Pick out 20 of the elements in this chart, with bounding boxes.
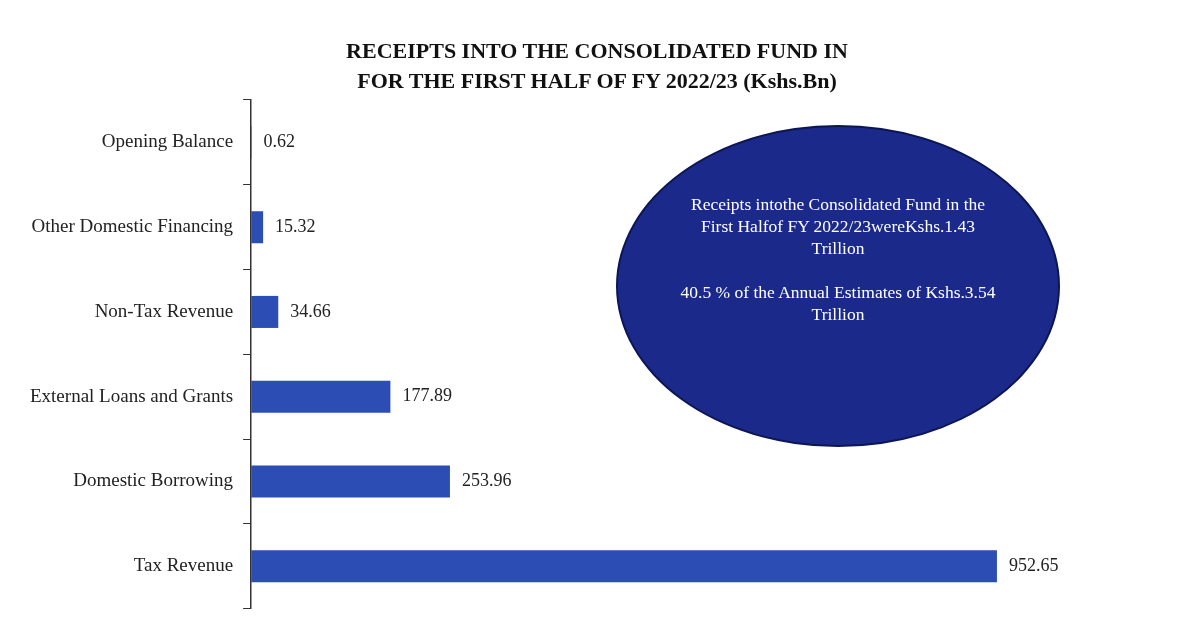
data-label: 177.89 [402, 385, 452, 406]
y-tick-label: Domestic Borrowing [73, 469, 234, 491]
data-label: 952.65 [1008, 554, 1059, 575]
annotation: 40.5 % of the Annual Estimates of Kshs.3.54 Trillion [680, 281, 996, 325]
data-label: 0.62 [263, 131, 296, 152]
y-tick-label: Opening Balance [101, 130, 234, 152]
annotation: Receipts intothe Consolidated Fund in the First Halfof FY 2022/23wereKshs.1.43 Trillion [689, 193, 987, 259]
bar [251, 295, 279, 328]
data-label: 15.32 [275, 215, 316, 236]
data-label: 253.96 [461, 470, 512, 491]
bar [251, 465, 450, 498]
chart-title: RECEIPTS INTO THE CONSOLIDATED FUND IN FOR THE FIRST HALF OF FY 2022/23 (Kshs.Bn) [345, 37, 849, 95]
bar [251, 211, 264, 244]
y-tick-label: External Loans and Grants [29, 384, 234, 406]
y-tick-label: Tax Revenue [133, 554, 234, 576]
bar [251, 380, 391, 413]
y-tick-label: Non-Tax Revenue [94, 299, 234, 321]
y-tick-label: Other Domestic Financing [31, 215, 234, 237]
bar [251, 550, 997, 583]
data-label: 34.66 [290, 300, 331, 321]
